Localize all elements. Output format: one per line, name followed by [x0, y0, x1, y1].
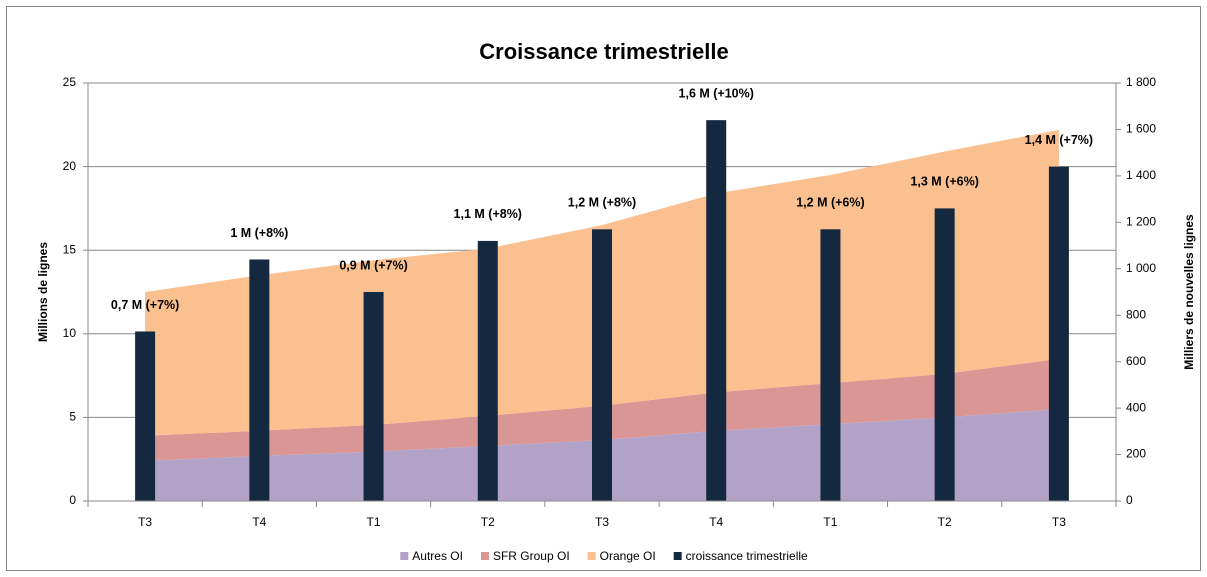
legend: Autres OI SFR Group OI Orange OI croissance…: [400, 549, 808, 563]
bar-value-label: 1,2 M (+8%): [568, 196, 636, 210]
legend-label: croissance trimestrielle: [686, 549, 808, 563]
x-tick-label: T1: [367, 515, 381, 529]
legend-swatch: [587, 552, 596, 560]
x-tick-label: T3: [138, 515, 152, 529]
x-tick-label: T2: [938, 515, 952, 529]
bar-value-label: 1 M (+8%): [230, 226, 288, 240]
x-tick-label: T4: [709, 515, 723, 529]
bar-value-label: 1,4 M (+7%): [1025, 133, 1093, 147]
y2-tick-label: 400: [1126, 400, 1146, 414]
bar-value-label: 0,9 M (+7%): [339, 258, 407, 272]
y2-tick-label: 1 200: [1126, 215, 1156, 229]
legend-swatch: [480, 552, 489, 560]
y-axis-title: Millions de lignes: [36, 242, 50, 342]
bar: [934, 208, 955, 501]
y-tick-label: 5: [69, 410, 76, 424]
y-tick-label: 15: [63, 242, 77, 256]
y2-tick-label: 600: [1126, 354, 1146, 368]
y-tick-label: 10: [63, 326, 77, 340]
x-tick-label: T2: [481, 515, 495, 529]
y2-tick-label: 1 600: [1126, 122, 1156, 136]
y2-tick-label: 800: [1126, 307, 1146, 321]
bar: [135, 331, 156, 501]
bar-value-label: 1,3 M (+6%): [910, 175, 978, 189]
y2-tick-label: 0: [1126, 493, 1133, 507]
legend-label: Autres OI: [412, 549, 463, 563]
bar: [1048, 166, 1069, 501]
y2-tick-label: 200: [1126, 447, 1146, 461]
bar: [363, 292, 384, 501]
bar-value-label: 1,2 M (+6%): [796, 196, 864, 210]
legend-swatch: [673, 552, 682, 560]
y-tick-label: 0: [69, 493, 76, 507]
bar: [820, 229, 841, 502]
legend-label: SFR Group OI: [493, 549, 570, 563]
bar: [477, 240, 498, 501]
legend-swatch: [400, 552, 409, 560]
chart-title: Croissance trimestrielle: [479, 39, 728, 64]
legend-label: Orange OI: [600, 549, 656, 563]
y2-axis-title: Milliers de nouvelles lignes: [1182, 214, 1196, 370]
x-tick-label: T4: [252, 515, 266, 529]
bar-value-label: 1,1 M (+8%): [454, 207, 522, 221]
y-tick-label: 25: [63, 75, 77, 89]
x-tick-label: T3: [1052, 515, 1066, 529]
y-tick-label: 20: [63, 159, 77, 173]
y2-tick-label: 1 000: [1126, 261, 1156, 275]
y2-tick-label: 1 800: [1126, 75, 1156, 89]
bar-value-label: 0,7 M (+7%): [111, 298, 179, 312]
bar: [249, 259, 270, 501]
x-tick-label: T3: [595, 515, 609, 529]
x-tick-label: T1: [823, 515, 837, 529]
y2-tick-label: 1 400: [1126, 168, 1156, 182]
bar-value-label: 1,6 M (+10%): [679, 86, 754, 100]
bar: [592, 229, 612, 502]
bar: [706, 120, 727, 502]
